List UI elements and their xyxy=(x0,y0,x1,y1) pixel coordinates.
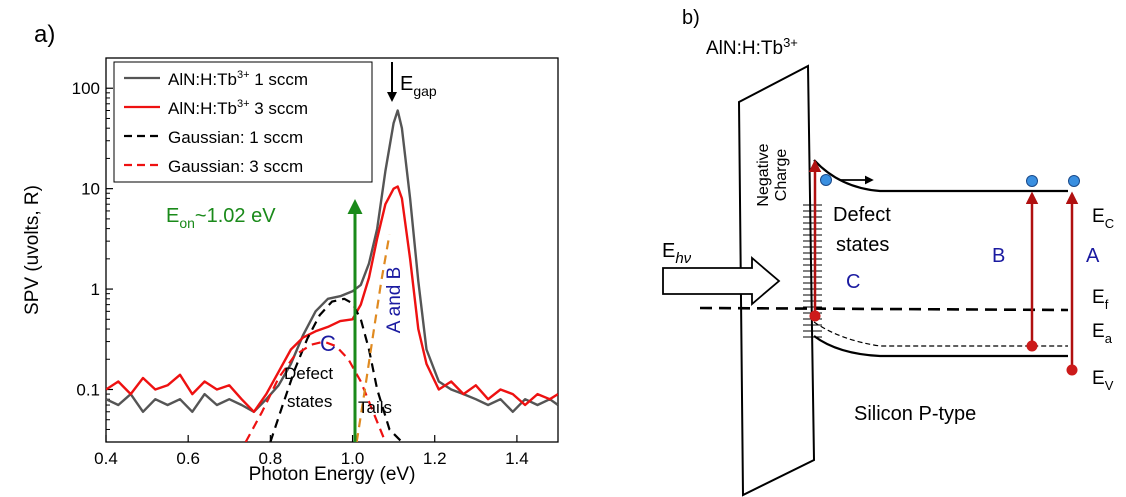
material-label: AlN:H:Tb3+ xyxy=(706,35,798,59)
tails-label: Tails xyxy=(358,398,392,417)
negative-charge-line2: Charge xyxy=(773,149,790,202)
panel-a-label: a) xyxy=(34,21,55,48)
negative-charge-line1: Negative xyxy=(755,143,772,206)
y-tick-label: 1 xyxy=(91,280,100,299)
legend-box xyxy=(113,61,373,183)
legend: AlN:H:Tb3+ 1 sccm AlN:H:Tb3+ 3 sccm Gaus… xyxy=(113,61,373,183)
y-tick-label: 10 xyxy=(81,180,100,199)
defect-states-hatch xyxy=(803,204,822,338)
electron-dot xyxy=(1068,175,1080,187)
defect-states-label-line2: states xyxy=(287,392,332,411)
axis-ticks: 0.4 0.6 0.8 1.0 1.2 1.4 0.1 1 10 100 xyxy=(72,57,529,468)
legend-entry-series-4: Gaussian: 3 sccm xyxy=(168,157,303,176)
panel-b: b) AlN:H:Tb3+ Negative Charge Defect sta… xyxy=(662,7,1114,497)
y-tick-label: 0.1 xyxy=(76,380,100,399)
fermi-level xyxy=(699,306,1069,312)
electron-dot xyxy=(820,174,832,186)
label-c-a: C xyxy=(320,331,336,356)
substrate-label: Silicon P-type xyxy=(854,403,976,425)
legend-entry-series-3: Gaussian: 1 sccm xyxy=(168,128,303,147)
x-tick-label: 1.4 xyxy=(505,449,529,468)
x-tick-label: 0.4 xyxy=(94,449,118,468)
eon-label: Eon~1.02 eV xyxy=(166,205,276,231)
hole-dot xyxy=(1026,340,1038,352)
x-axis-label: Photon Energy (eV) xyxy=(249,464,416,485)
label-a-and-b: A and B xyxy=(384,267,405,334)
x-tick-label: 1.0 xyxy=(341,449,365,468)
x-tick-label: 0.8 xyxy=(259,449,283,468)
panel-b-label: b) xyxy=(682,7,700,29)
electron-dot xyxy=(1026,175,1038,187)
defect-states-label-line1: Defect xyxy=(284,364,333,383)
hole-dot xyxy=(1066,364,1078,376)
label-c-b: C xyxy=(846,271,860,293)
legend-entry-series-1: AlN:H:Tb3+ 1 sccm xyxy=(168,69,308,89)
ea-label: Ea xyxy=(1092,321,1113,346)
hole-dot xyxy=(809,310,821,322)
ef-label: Ef xyxy=(1092,287,1109,312)
y-axis-label: SPV (uvolts, R) xyxy=(22,185,43,315)
egap-label: Egap xyxy=(400,73,437,99)
ev-label: EV xyxy=(1092,368,1114,393)
ec-label: EC xyxy=(1092,206,1114,231)
x-tick-label: 1.2 xyxy=(423,449,447,468)
y-tick-label: 100 xyxy=(72,79,100,98)
series-line-3 xyxy=(269,297,403,442)
series-group xyxy=(106,109,558,442)
photon-energy-label: Ehν xyxy=(662,240,692,267)
x-tick-label: 0.6 xyxy=(176,449,200,468)
panel-a: a) 0.4 0.6 0.8 1.0 1.2 1.4 0.1 1 10 100 Photon En… xyxy=(22,21,559,485)
legend-entry-series-2: AlN:H:Tb3+ 3 sccm xyxy=(168,98,308,118)
label-a: A xyxy=(1086,245,1100,267)
photon-arrow xyxy=(662,256,781,306)
defect-states-b-line1: Defect xyxy=(833,204,891,226)
plot-frame xyxy=(105,57,559,443)
series-line-5 xyxy=(355,234,391,442)
series-line-1 xyxy=(106,109,558,413)
label-b: B xyxy=(992,245,1005,267)
valence-band xyxy=(813,335,1068,358)
defect-states-b-line2: states xyxy=(836,234,889,256)
